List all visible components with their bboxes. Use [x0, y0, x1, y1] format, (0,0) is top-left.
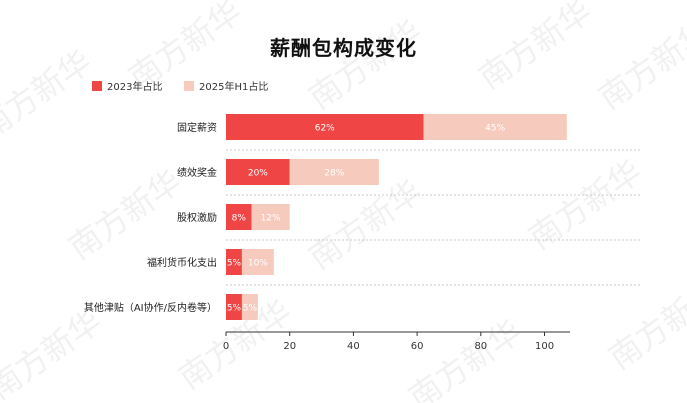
bar-series-2 [289, 159, 379, 185]
data-label: 5% [227, 259, 242, 269]
category-label: 福利货币化支出 [147, 256, 217, 269]
x-tick-label: 40 [347, 341, 360, 352]
data-label: 12% [261, 214, 281, 224]
x-tick-label: 80 [474, 341, 487, 352]
data-label: 45% [485, 124, 505, 134]
data-label: 5% [227, 304, 242, 314]
legend-swatch-2 [184, 81, 194, 91]
x-tick-label: 20 [283, 341, 296, 352]
data-label: 5% [243, 304, 258, 314]
x-tick-label: 100 [535, 341, 554, 352]
bar-series-2 [251, 204, 290, 230]
bar-series-1 [226, 159, 290, 185]
data-label: 28% [324, 169, 344, 179]
legend-swatch-1 [92, 81, 102, 91]
bar-series-1 [226, 249, 242, 275]
legend: 2023年占比 2025年H1占比 [92, 80, 268, 93]
data-label: 20% [248, 169, 268, 179]
x-tick-label: 60 [411, 341, 424, 352]
data-label: 10% [248, 259, 268, 269]
bar-series-1 [226, 114, 424, 140]
bar-series-2 [423, 114, 567, 140]
bar-series-1 [226, 294, 242, 320]
data-label: 8% [232, 214, 247, 224]
bar-series-2 [241, 294, 258, 320]
legend-label-2: 2025年H1占比 [199, 80, 268, 93]
category-label: 股权激励 [177, 211, 217, 224]
bar-series-1 [226, 204, 252, 230]
data-label: 62% [315, 124, 335, 134]
category-label: 固定薪资 [177, 121, 217, 134]
chart-title: 薪酬包构成变化 [270, 36, 417, 60]
legend-label-1: 2023年占比 [107, 80, 162, 93]
x-tick-label: 0 [223, 341, 229, 352]
category-label: 其他津贴（AI协作/反内卷等） [84, 301, 217, 314]
category-label: 绩效奖金 [177, 166, 217, 179]
bar-series-2 [241, 249, 274, 275]
